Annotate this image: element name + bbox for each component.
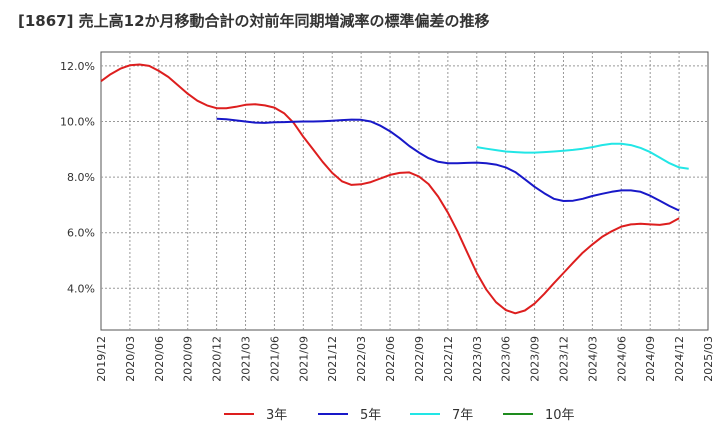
x-tick-label: 2024/09 [644,336,657,382]
x-tick-label: 2021/09 [297,336,310,382]
chart-title: [1867] 売上高12か月移動合計の対前年同期増減率の標準偏差の推移 [18,12,490,30]
x-tick-label: 2019/12 [95,336,108,382]
x-tick-label: 2023/09 [529,336,542,382]
x-tick-label: 2023/03 [471,336,484,382]
x-tick-label: 2020/09 [182,336,195,382]
x-tick-label: 2024/12 [673,336,686,382]
grid-lines [101,52,708,330]
legend-label: 7年 [452,408,473,423]
x-tick-label: 2020/06 [153,336,166,382]
legend-label: 10年 [545,408,575,423]
y-tick-label: 4.0% [67,282,95,295]
x-axis-ticks: 2019/12 2020/03 2020/06 2020/09 2020/12 2021/… [95,336,715,382]
legend-label: 5年 [360,408,381,423]
x-tick-label: 2020/12 [211,336,224,382]
x-tick-label: 2024/06 [615,336,628,382]
series-lines [100,63,689,315]
plot-area [100,51,709,331]
series-line [216,117,680,212]
y-tick-label: 8.0% [67,171,95,184]
x-tick-label: 2024/03 [586,336,599,382]
x-tick-label: 2023/12 [557,336,570,382]
x-tick-label: 2022/06 [384,336,397,382]
y-axis-ticks: 4.0% 6.0% 8.0% 10.0% 12.0% [60,60,95,295]
x-tick-label: 2023/06 [500,336,513,382]
x-tick-label: 2020/03 [124,336,137,382]
x-tick-label: 2021/06 [268,336,281,382]
x-tick-label: 2025/03 [702,336,715,382]
legend: 3年 5年 7年 10年 [224,408,575,423]
x-tick-label: 2021/03 [240,336,253,382]
x-tick-label: 2022/09 [413,336,426,382]
x-tick-label: 2022/03 [355,336,368,382]
x-tick-label: 2022/12 [442,336,455,382]
series-line [476,142,689,170]
y-tick-label: 6.0% [67,227,95,240]
y-tick-label: 10.0% [60,116,95,129]
x-tick-label: 2021/12 [326,336,339,382]
legend-label: 3年 [266,408,287,423]
y-tick-label: 12.0% [60,60,95,73]
series-line [100,63,680,315]
